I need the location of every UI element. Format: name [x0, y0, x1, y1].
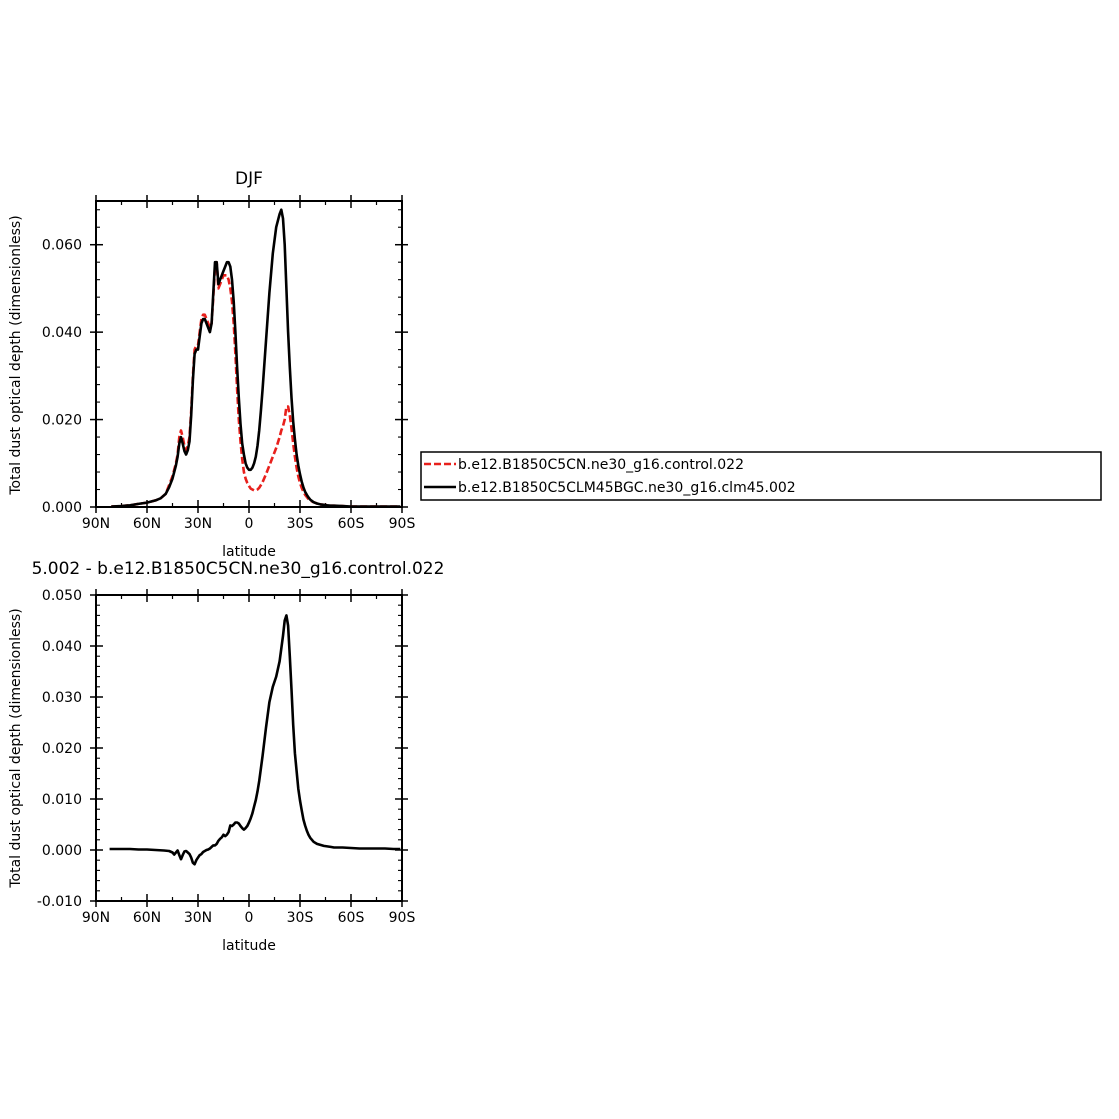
x-tick-label: 90S	[389, 516, 416, 532]
x-tick-label: 90S	[389, 910, 416, 926]
x-tick-label: 30N	[184, 516, 212, 532]
top-chart-legend: b.e12.B1850C5CN.ne30_g16.control.022 b.e…	[420, 451, 1102, 501]
series-line-0-1	[111, 208, 401, 508]
x-tick-label: 60N	[133, 516, 161, 532]
x-tick-label: 0	[245, 910, 254, 926]
top-chart-panel: DJF latitude Total dust optical depth (d…	[8, 169, 415, 560]
bottom-chart-series	[109, 614, 401, 866]
y-tick-label: 0.060	[42, 238, 82, 254]
x-tick-label: 30S	[287, 910, 314, 926]
bottom-chart-panel: 5.002 - b.e12.B1850C5CN.ne30_g16.control…	[8, 559, 444, 954]
y-tick-label: 0.020	[42, 413, 82, 429]
x-tick-label: 90N	[82, 516, 110, 532]
x-tick-label: 60N	[133, 910, 161, 926]
series-line-1-0	[109, 614, 401, 866]
bottom-chart-y-axis-label: Total dust optical depth (dimensionless)	[8, 608, 24, 888]
top-chart-title: DJF	[235, 169, 263, 189]
y-tick-label: 0.040	[42, 325, 82, 341]
x-tick-label: 90N	[82, 910, 110, 926]
y-tick-label: 0.050	[42, 588, 82, 604]
y-tick-label: 0.020	[42, 741, 82, 757]
y-tick-label: 0.000	[42, 500, 82, 516]
top-chart-x-axis-label: latitude	[222, 544, 276, 560]
bottom-chart-x-axis-label: latitude	[222, 938, 276, 954]
y-tick-label: -0.010	[37, 894, 82, 910]
y-tick-label: 0.040	[42, 639, 82, 655]
y-tick-label: 0.030	[42, 690, 82, 706]
bottom-chart-title: 5.002 - b.e12.B1850C5CN.ne30_g16.control…	[32, 559, 445, 579]
legend-label-clm45: b.e12.B1850C5CLM45BGC.ne30_g16.clm45.002	[458, 480, 796, 496]
y-tick-label: 0.000	[42, 843, 82, 859]
bottom-chart-plot-frame	[95, 594, 403, 902]
series-line-0-0	[111, 260, 401, 508]
x-tick-label: 60S	[338, 910, 365, 926]
bottom-chart-ticks: 90N 60N 30N 0 30S 60S 90S -0.010 0.000 0.010 0.020…	[37, 588, 416, 926]
top-chart-series	[111, 208, 401, 508]
y-tick-label: 0.010	[42, 792, 82, 808]
top-chart-plot-frame	[95, 200, 403, 508]
top-chart-ticks: 90N 60N 30N 0 30S 60S 90S 0.000 0.020 0.040 0.060	[42, 195, 416, 532]
legend-label-control: b.e12.B1850C5CN.ne30_g16.control.022	[458, 457, 744, 473]
x-tick-label: 30N	[184, 910, 212, 926]
x-tick-label: 0	[245, 516, 254, 532]
top-chart-y-axis-label: Total dust optical depth (dimensionless)	[8, 215, 24, 495]
legend-box	[420, 451, 1102, 501]
x-tick-label: 60S	[338, 516, 365, 532]
x-tick-label: 30S	[287, 516, 314, 532]
